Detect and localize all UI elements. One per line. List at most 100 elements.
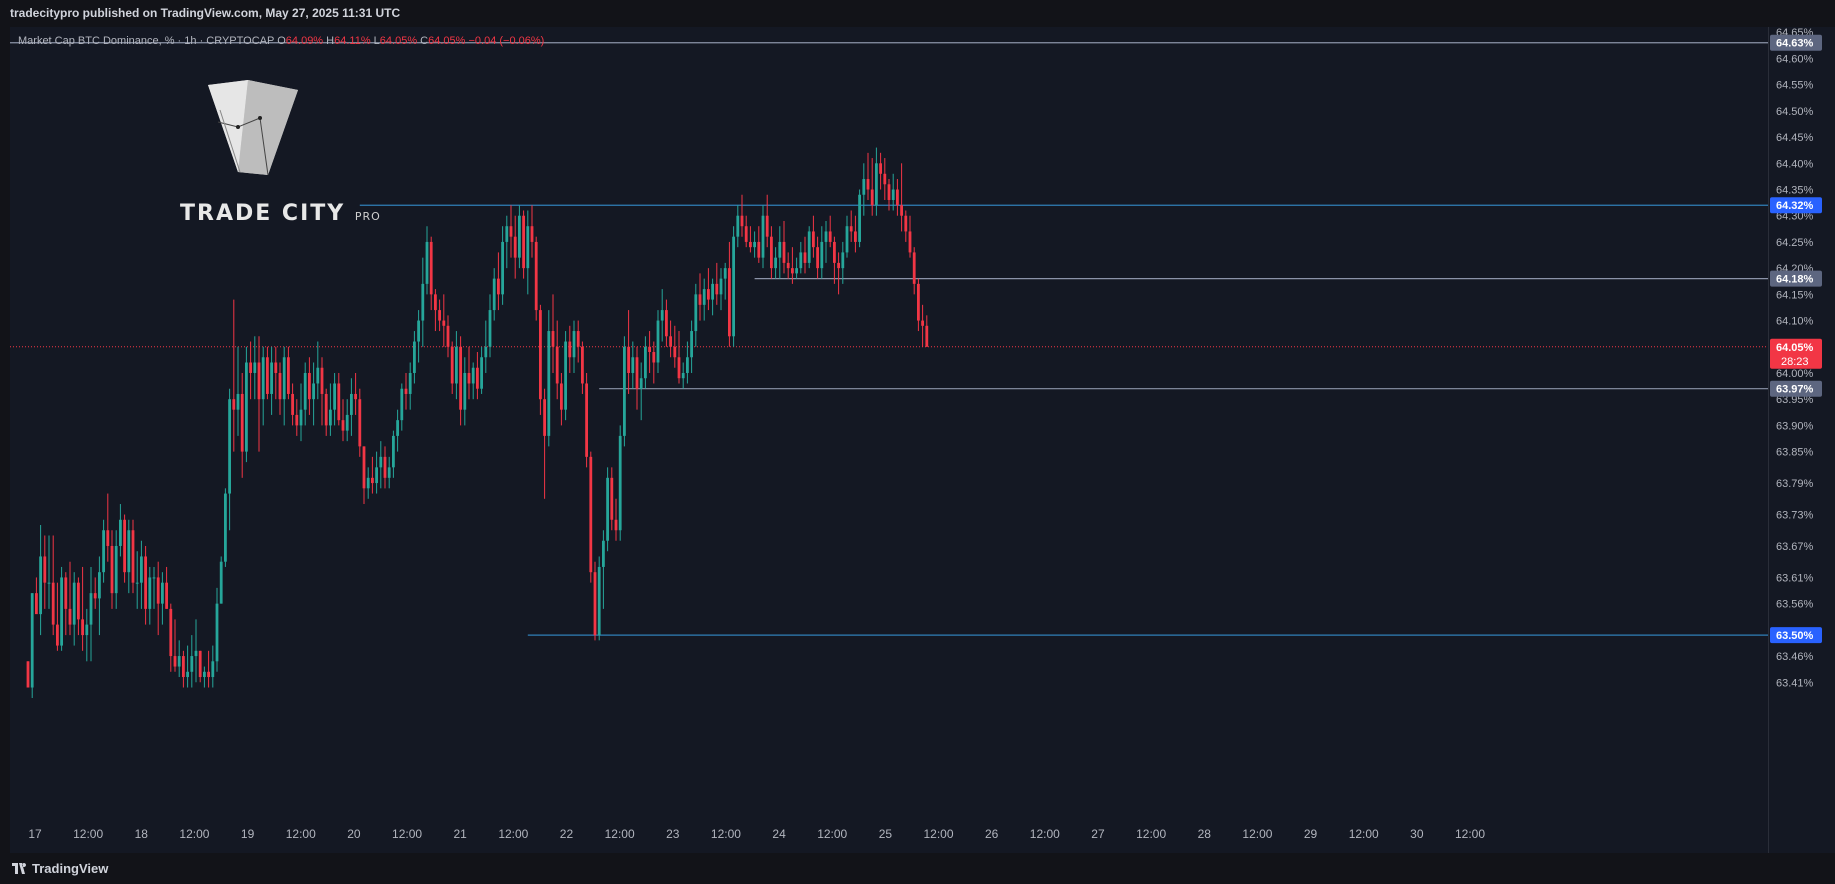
footer-bar: TradingView [0,853,1835,884]
x-tick-label: 28 [1198,827,1212,841]
x-tick-label: 12:00 [1242,827,1272,841]
level-label-box [1770,34,1822,51]
candle-body [35,593,38,615]
candle-body [505,226,509,242]
candle-body [425,241,429,284]
level-label-box [1770,270,1822,287]
candle-body [371,477,374,484]
candle-body [156,577,160,604]
candle-body [870,189,874,206]
candle-body [765,215,769,237]
candle-body [820,241,824,269]
candle-body [719,278,723,295]
candle-body [665,310,668,337]
candle-body [715,283,719,295]
y-tick-label: 64.40% [1776,158,1814,170]
candle-body [631,357,635,373]
candle-body [375,467,378,484]
candle-body [652,352,656,363]
candle-body [249,362,252,373]
x-tick-label: 12:00 [1136,827,1166,841]
plot-area[interactable] [10,27,1768,853]
x-tick-label: 12:00 [1349,827,1379,841]
y-tick-label: 63.46% [1776,651,1814,663]
x-tick-label: 30 [1410,827,1424,841]
candle-body [614,519,618,531]
y-tick-label: 64.15% [1776,289,1814,301]
candle-body [610,477,614,520]
candle-body [807,231,811,263]
y-tick-label: 63.61% [1776,572,1814,584]
x-tick-label: 29 [1304,827,1318,841]
candle-body [509,226,513,237]
x-tick-label: 17 [28,827,42,841]
level-label: 64.63% [1776,38,1814,50]
candle-body [354,393,357,400]
candle-body [253,362,257,373]
candle-body [341,420,345,431]
x-tick-label: 12:00 [711,827,741,841]
candle-body [543,399,546,436]
x-tick-label: 12:00 [817,827,847,841]
candle-body [148,577,152,609]
x-tick-label: 12:00 [498,827,528,841]
candle-body [350,393,353,415]
candle-body [366,477,370,489]
candle-body [438,310,441,321]
candle-body [799,252,803,269]
candle-body [455,346,458,384]
candle-body [362,446,366,489]
candle-body [144,556,147,609]
candle-body [753,241,756,248]
x-tick-label: 18 [135,827,149,841]
candle-body [60,577,63,646]
x-tick-label: 12:00 [605,827,635,841]
candle-body [387,467,391,478]
price-axis[interactable] [1768,27,1835,853]
y-tick-label: 64.10% [1776,316,1814,328]
candle-body [681,372,685,379]
candle-body [627,346,630,373]
candle-body [828,231,832,242]
x-tick-label: 21 [454,827,468,841]
y-tick-label: 63.41% [1776,677,1814,689]
legend-symbol: Market Cap BTC Dominance, % · 1h · CRYPT… [18,35,275,47]
candle-body [471,367,475,384]
candle-body [434,294,437,311]
candle-body [917,283,920,321]
candle-body [921,320,924,326]
candle-body [639,378,643,389]
candle-body [463,372,467,410]
candle-body [518,215,521,258]
candle-body [379,456,383,468]
symbol-legend[interactable]: Market Cap BTC Dominance, % · 1h · CRYPT… [18,35,544,47]
candle-body [618,435,622,531]
candle-body [572,331,576,358]
tradingview-brand: TradingView [32,861,109,876]
candle-body [774,257,777,269]
candle-body [329,409,332,426]
candle-body [686,357,689,373]
candle-body [89,593,93,625]
candle-body [564,341,567,410]
y-tick-label: 64.00% [1776,368,1814,380]
candle-body [47,582,51,584]
legend-low: 64.05% [379,35,418,47]
candle-body [404,388,408,394]
last-price-label: 64.05% [1776,342,1814,354]
legend-high-label: H [326,35,335,47]
candle-body [732,236,735,337]
candle-body [194,650,198,657]
x-tick-label: 19 [241,827,255,841]
candle-body [660,310,664,321]
candle-body [757,241,761,258]
x-tick-label: 12:00 [392,827,422,841]
legend-open-label: O [277,35,286,47]
candle-body [442,320,446,326]
candle-body [295,414,299,426]
candle-body [602,540,605,567]
candle-body [245,362,248,452]
candle-body [501,241,504,295]
candle-body [707,289,710,300]
